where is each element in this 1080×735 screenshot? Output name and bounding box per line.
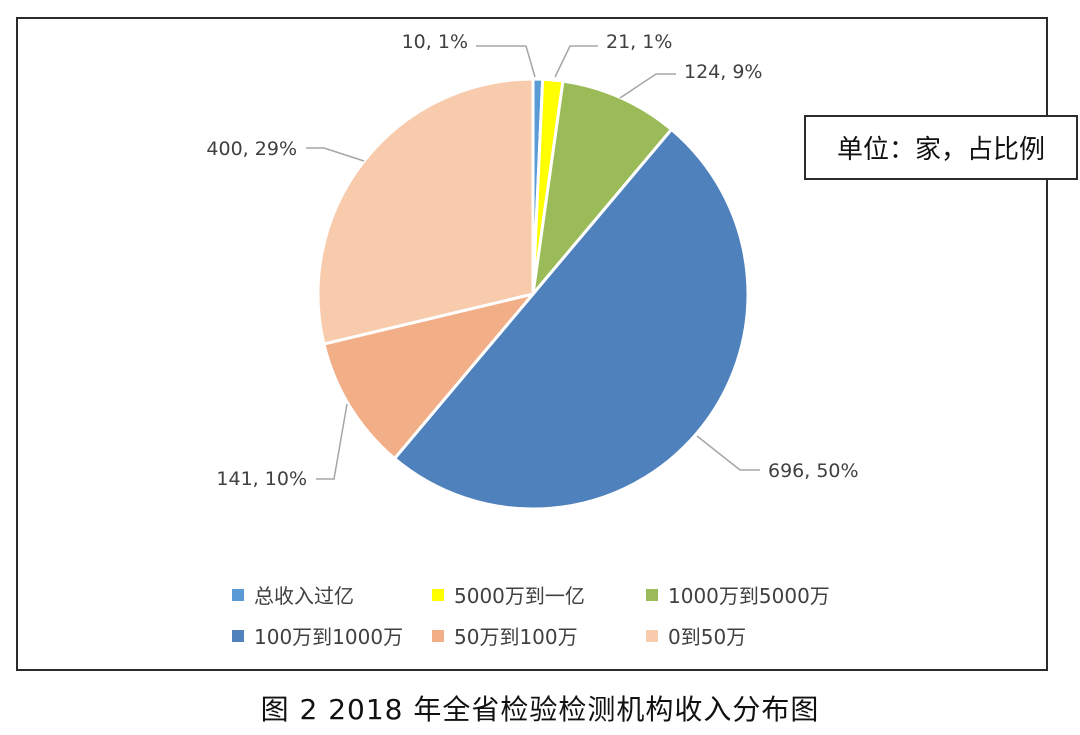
unit-annotation-text: 单位：家，占比例 [836,135,1045,165]
slice-data-label: 400, 29% [206,138,297,160]
legend-swatch [432,588,444,601]
pie-slice [316,77,535,346]
leader-line [476,45,536,78]
legend-item: 5000万到一亿 [432,580,646,609]
legend-item: 总收入过亿 [232,580,432,609]
legend-label: 总收入过亿 [254,584,354,608]
legend-swatch [646,629,658,642]
legend-item: 100万到1000万 [232,621,432,650]
slice-data-label: 21, 1% [606,31,672,53]
pie-slice [322,291,538,461]
legend-swatch [232,588,244,601]
slice-data-label: 10, 1% [402,31,468,53]
legend-swatch [646,588,658,601]
leader-line [619,73,676,99]
legend-item: 1000万到5000万 [646,580,886,609]
leader-line [554,45,598,78]
legend: 总收入过亿 5000万到一亿 1000万到5000万 100万到1000万 50… [232,580,892,650]
legend-label: 100万到1000万 [254,625,404,649]
leader-line [306,147,365,162]
leader-line [316,403,348,480]
legend-item: 0到50万 [646,621,886,650]
slice-data-label: 696, 50% [768,460,859,482]
slice-data-label: 124, 9% [684,61,763,83]
legend-item: 50万到100万 [432,621,646,650]
legend-label: 0到50万 [668,625,747,649]
legend-label: 5000万到一亿 [454,584,585,608]
legend-swatch [432,629,444,642]
pie-slice [392,127,750,511]
legend-swatch [232,629,244,642]
unit-annotation-box: 单位：家，占比例 [804,115,1078,180]
legend-label: 50万到100万 [454,625,578,649]
legend-label: 1000万到5000万 [668,584,830,608]
slice-data-label: 141, 10% [216,468,307,490]
leader-line [696,435,760,471]
figure-caption: 图 2 2018 年全省检验检测机构收入分布图 [260,693,820,726]
